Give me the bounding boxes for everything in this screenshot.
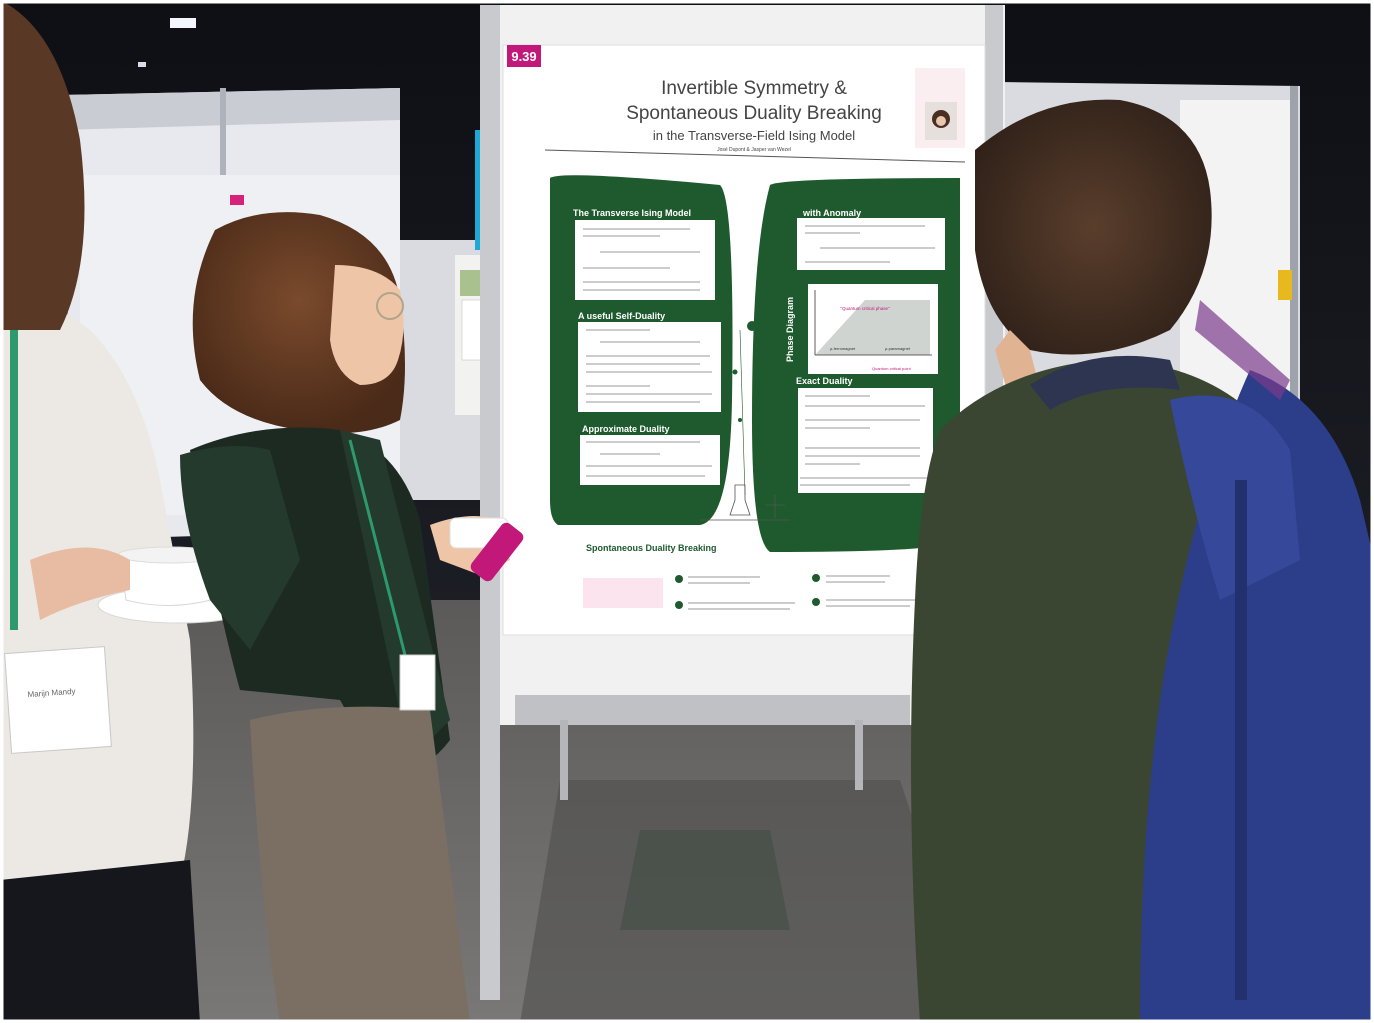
phase-label-para: ρ-paramagnet [885,346,911,351]
timeline-dot [732,369,738,375]
badge-name: Marijn Mandy [27,687,76,699]
presenter-badge [399,654,436,711]
poster-number-badge [507,45,541,67]
pink-note [583,578,663,608]
section-self-duality: A useful Self-Duality [578,311,665,321]
poster-subtitle: in the Transverse-Field Ising Model [653,128,855,143]
timeline-line [739,329,746,496]
step-marker [675,601,683,609]
person-left: Marijn Mandy [0,0,200,1023]
content-box [580,435,720,485]
section-with-anomaly: with Anomaly [802,208,861,218]
person-presenter [180,212,524,1023]
timeline-dot [738,418,742,422]
section-transverse-ising: The Transverse Ising Model [573,208,691,218]
name-badge: Marijn Mandy [4,646,112,754]
spin-chain-line [544,149,966,163]
section-spontaneous-duality: Spontaneous Duality Breaking [586,543,717,553]
section-approx-duality: Approximate Duality [582,424,670,434]
content-box [798,388,933,493]
person-right [911,99,1374,1023]
magenta-can [470,522,524,582]
author-photo [915,68,965,148]
poster: 9.39 Invertible Symmetry & Spontaneous D… [502,44,986,636]
content-box [578,322,721,412]
carpet-patch [620,830,790,930]
step-marker [812,574,820,582]
lab-illustration [700,484,790,521]
poster-title-line2: Spontaneous Duality Breaking [626,103,882,124]
timeline-dot [747,321,757,331]
phase-label-point: Quantum critical point [872,366,912,371]
phase-label-ferro: ρ-ferromagnet [830,346,856,351]
step-marker [675,575,683,583]
poster-authors: José Dupont & Jasper van Wezel [717,147,791,153]
section-phase-diagram: Phase Diagram [785,297,795,362]
poster-number: 9.39 [511,49,536,64]
content-box [797,218,945,270]
ceiling-light [138,62,146,67]
content-box [575,220,715,300]
poster-title-line1: Invertible Symmetry & [661,78,847,99]
body-text-lines [583,225,935,610]
phase-label-critical: "Quantum critical phase" [840,306,890,311]
phase-diagram: "Quantum critical phase" ρ-ferromagnet ρ… [808,284,938,374]
section-exact-duality: Exact Duality [796,376,853,386]
step-marker [812,598,820,606]
ceiling-light [170,18,196,28]
